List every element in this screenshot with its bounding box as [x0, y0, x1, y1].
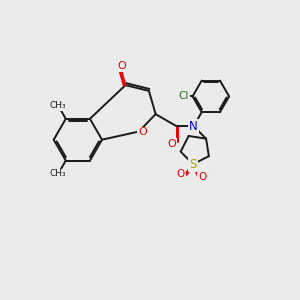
Text: N: N [189, 120, 198, 133]
Text: O: O [198, 172, 206, 182]
Text: CH₃: CH₃ [50, 169, 66, 178]
Text: CH₃: CH₃ [50, 101, 66, 110]
Text: Cl: Cl [178, 92, 189, 101]
Text: O: O [176, 169, 185, 178]
Text: O: O [117, 61, 126, 71]
Text: O: O [168, 139, 176, 149]
Text: S: S [189, 158, 197, 171]
Text: O: O [138, 128, 147, 137]
